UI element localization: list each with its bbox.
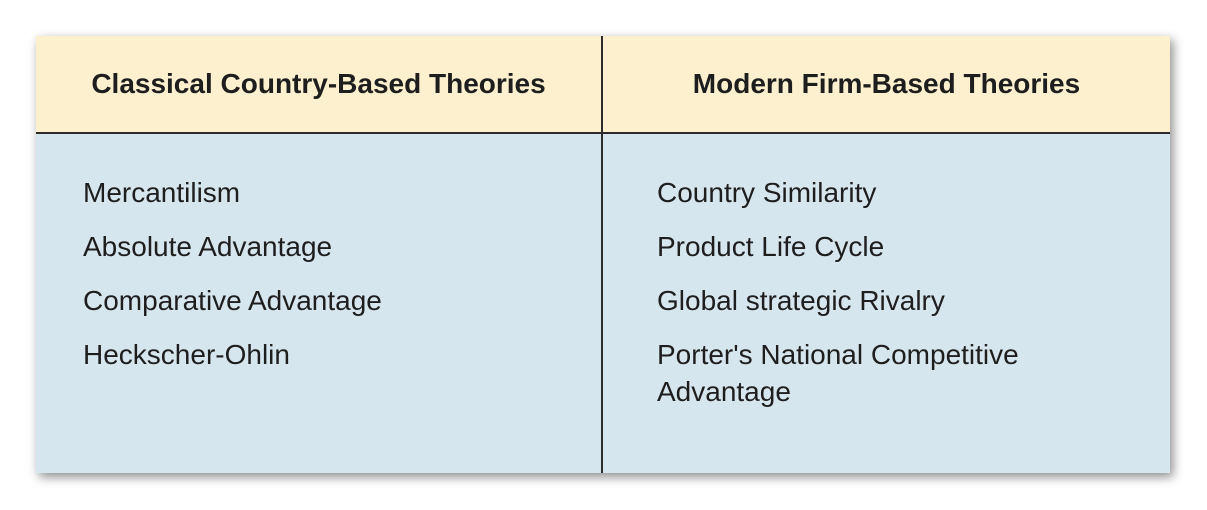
theory-item: Absolute Advantage bbox=[83, 231, 333, 262]
column-header-modern: Modern Firm-Based Theories bbox=[692, 68, 1081, 99]
theory-item: Porter's National Competitive Advantage bbox=[657, 339, 1019, 407]
theory-item: Heckscher-Ohlin bbox=[83, 339, 290, 370]
theory-item: Comparative Advantage bbox=[83, 285, 382, 316]
theories-table: Classical Country-Based Theories Modern … bbox=[36, 36, 1170, 473]
modern-theories-list: Country Similarity Product Life Cycle Gl… bbox=[657, 174, 1137, 427]
classical-theories-list: Mercantilism Absolute Advantage Comparat… bbox=[83, 174, 583, 390]
theory-item: Product Life Cycle bbox=[657, 231, 885, 262]
column-header-classical: Classical Country-Based Theories bbox=[91, 68, 546, 99]
theory-item: Mercantilism bbox=[83, 177, 241, 208]
theory-item: Country Similarity bbox=[657, 177, 877, 208]
table-header-row bbox=[36, 36, 1170, 134]
column-divider bbox=[601, 36, 603, 473]
theory-item: Global strategic Rivalry bbox=[657, 285, 945, 316]
